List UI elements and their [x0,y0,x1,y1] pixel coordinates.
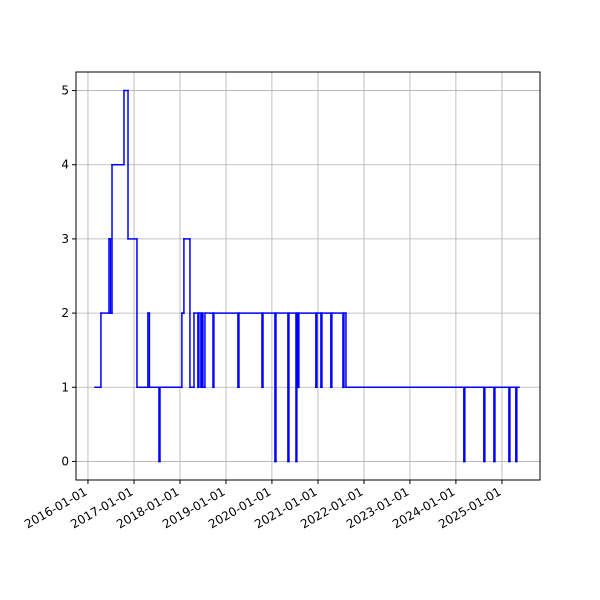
series [94,89,520,463]
grid [76,72,540,480]
y-tick-label: 2 [61,306,69,320]
y-tick-label: 5 [61,84,69,98]
plot-area [76,72,540,480]
y-tick-label: 4 [61,158,69,172]
y-tick-label: 3 [61,232,69,246]
y-tick-label: 1 [61,380,69,394]
axes-frame [75,71,541,481]
y-tick-label: 0 [61,454,69,468]
